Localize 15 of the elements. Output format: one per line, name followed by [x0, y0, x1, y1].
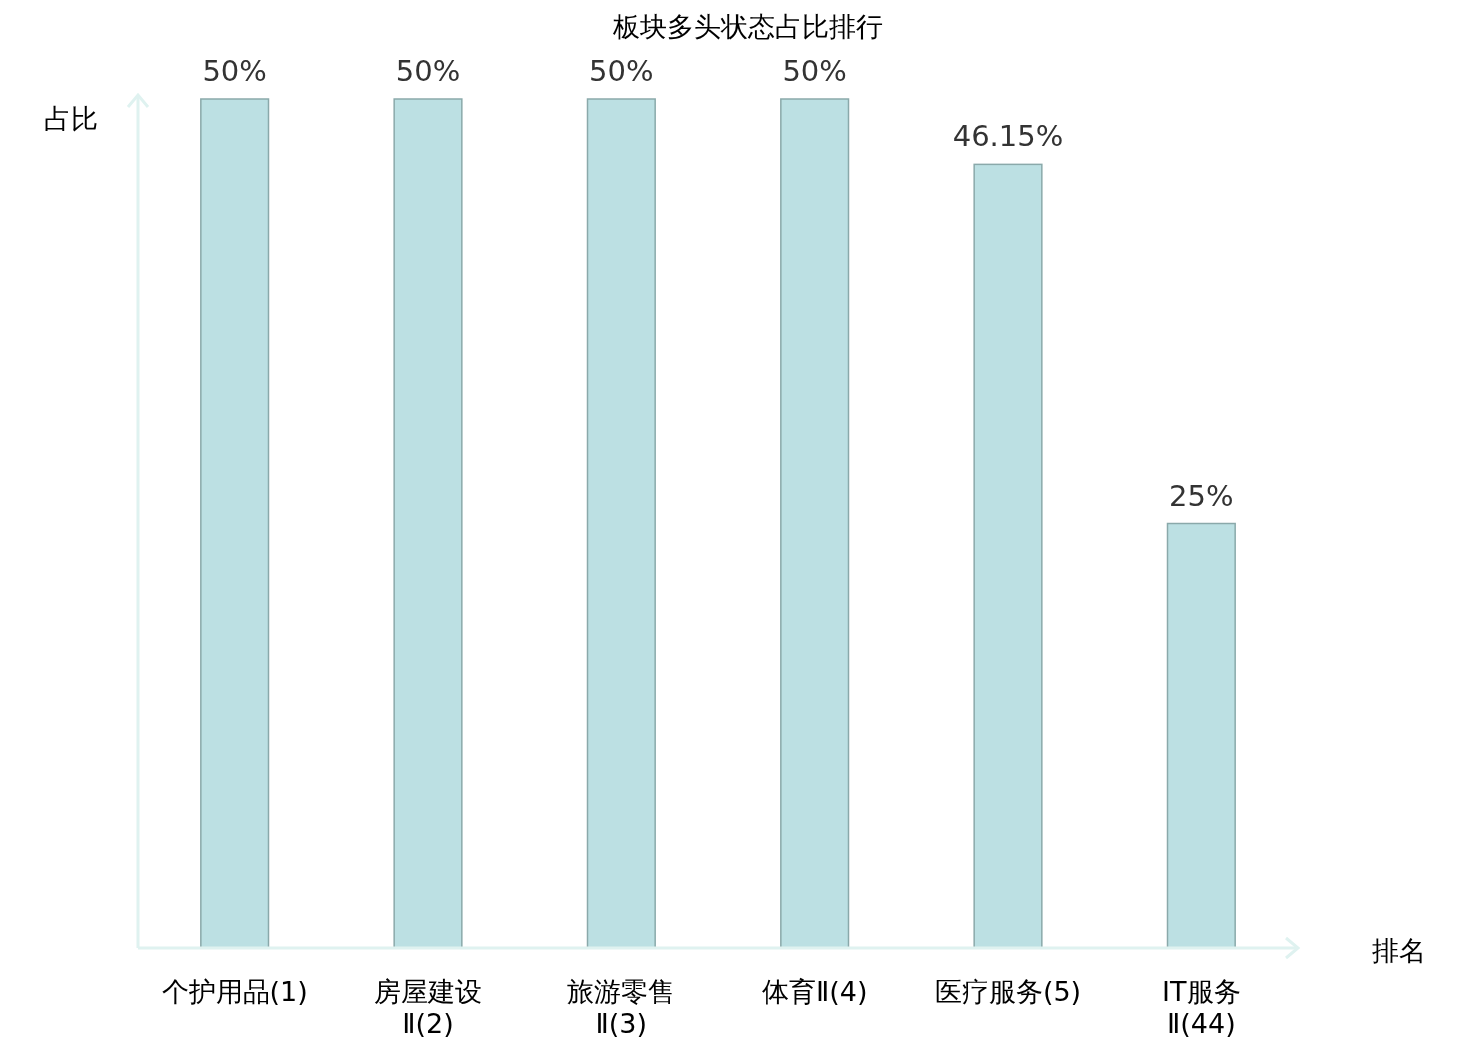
y-axis-title: 占比 — [44, 103, 98, 134]
data-label: 50% — [589, 54, 654, 88]
x-tick-label: IT服务Ⅱ(44) — [1162, 976, 1241, 1039]
x-tick-label: 体育Ⅱ(4) — [761, 976, 868, 1007]
x-tick-label: 房屋建设Ⅱ(2) — [374, 976, 482, 1039]
data-label: 25% — [1169, 478, 1234, 513]
x-tick-label: 旅游零售Ⅱ(3) — [567, 976, 676, 1039]
x-axis-title: 排名 — [1372, 935, 1426, 966]
data-label: 46.15% — [952, 119, 1064, 154]
data-label: 50% — [395, 54, 461, 88]
data-label: 50% — [782, 54, 847, 88]
data-label: 50% — [202, 54, 267, 88]
chart-title: 板块多头状态占比排行 — [612, 11, 883, 42]
x-tick-label: 个护用品(1) — [161, 976, 308, 1007]
x-tick-label: 医疗服务(5) — [934, 976, 1082, 1007]
